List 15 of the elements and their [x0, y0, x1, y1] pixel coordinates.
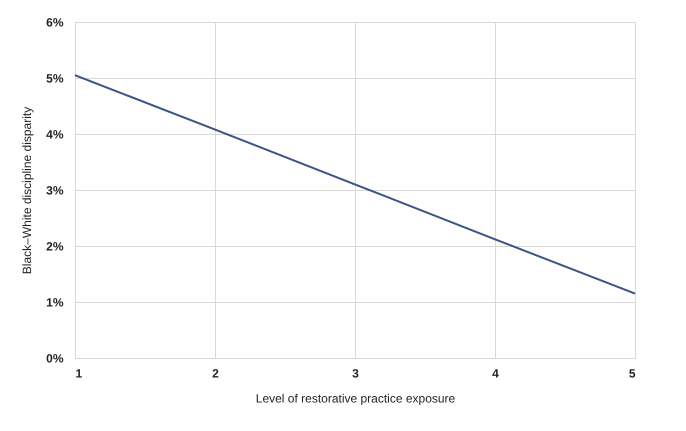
line-series	[74, 74, 636, 295]
y-tick-label: 5%	[46, 72, 64, 86]
y-axis-title: Black–White discipline disparity	[20, 106, 34, 274]
x-tick-label: 2	[212, 366, 220, 380]
x-tick-label: 5	[628, 366, 636, 380]
x-tick-label: 4	[492, 366, 500, 380]
x-tick-label: 1	[76, 366, 82, 380]
y-tick-label: 4%	[46, 128, 64, 142]
x-tick-label: 3	[352, 366, 360, 380]
y-tick-label: 0%	[46, 352, 64, 366]
y-tick-label: 6%	[46, 16, 64, 30]
y-tick-label: 2%	[46, 240, 64, 254]
y-tick-label: 1%	[46, 296, 64, 310]
x-axis-title: Level of restorative practice exposure	[256, 392, 456, 406]
y-tick-label: 3%	[46, 184, 64, 198]
